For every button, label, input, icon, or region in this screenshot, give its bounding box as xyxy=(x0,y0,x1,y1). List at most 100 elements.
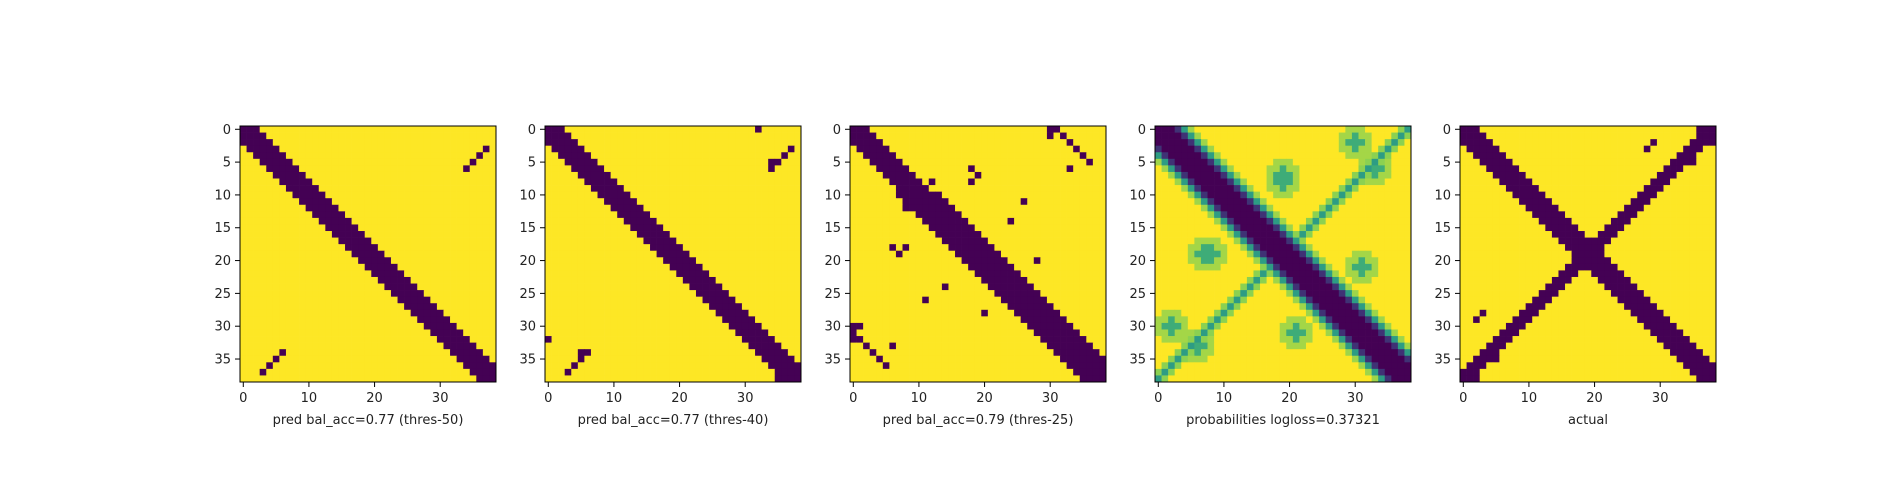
heatmap-cell xyxy=(1046,283,1054,291)
heatmap-cell xyxy=(545,263,552,271)
heatmap-cell xyxy=(318,349,326,357)
heatmap-cell xyxy=(456,263,464,271)
heatmap-cell xyxy=(856,145,864,153)
heatmap-cell xyxy=(423,224,431,232)
heatmap-cell xyxy=(889,231,897,238)
heatmap-cell xyxy=(650,283,657,291)
heatmap-cell xyxy=(741,336,749,343)
heatmap-cell xyxy=(895,309,903,317)
heatmap-cell xyxy=(604,211,611,219)
heatmap-cell xyxy=(955,204,962,212)
heatmap-cell xyxy=(1338,165,1346,173)
heatmap-cell xyxy=(246,231,254,238)
heatmap-cell xyxy=(253,342,261,350)
heatmap-cell xyxy=(656,283,664,291)
heatmap-cell xyxy=(663,165,671,173)
heatmap-cell xyxy=(345,237,352,245)
heatmap-cell xyxy=(558,336,566,343)
heatmap-cell xyxy=(748,349,756,357)
heatmap-cell xyxy=(1000,270,1008,278)
heatmap-cell xyxy=(299,171,306,179)
heatmap-cell xyxy=(292,178,300,186)
heatmap-cell xyxy=(285,126,293,133)
heatmap-cell xyxy=(1099,224,1107,232)
heatmap-cell xyxy=(279,126,287,133)
heatmap-cell xyxy=(1397,132,1405,140)
heatmap-cell xyxy=(358,316,366,324)
heatmap-cell xyxy=(476,139,484,147)
heatmap-cell xyxy=(709,224,717,232)
heatmap-cell xyxy=(702,165,710,173)
heatmap-cell xyxy=(623,322,631,330)
heatmap-cell xyxy=(423,368,431,376)
heatmap-cell xyxy=(1007,375,1015,383)
heatmap-cell xyxy=(994,355,1002,363)
heatmap-cell xyxy=(636,250,644,258)
heatmap-cell xyxy=(682,231,690,238)
heatmap-cell xyxy=(1007,211,1015,219)
heatmap-cell xyxy=(371,198,379,206)
heatmap-cell xyxy=(469,329,477,337)
heatmap-cell xyxy=(741,211,749,219)
heatmap-cell xyxy=(469,237,477,245)
heatmap-cell xyxy=(299,362,306,370)
heatmap-cell xyxy=(1007,349,1015,357)
heatmap-cell xyxy=(1292,158,1300,166)
heatmap-cell xyxy=(787,355,795,363)
heatmap-cell xyxy=(941,244,949,252)
heatmap-cell xyxy=(650,231,657,238)
heatmap-cell xyxy=(610,329,618,337)
heatmap-cell xyxy=(869,375,877,383)
heatmap-cell xyxy=(1358,139,1366,147)
heatmap-cell xyxy=(279,368,287,376)
heatmap-cell xyxy=(636,270,644,278)
heatmap-cell xyxy=(1092,145,1100,153)
heatmap-cell xyxy=(768,276,776,284)
heatmap-cell xyxy=(630,355,638,363)
heatmap-cell xyxy=(781,349,789,357)
heatmap-cell xyxy=(1020,342,1028,350)
heatmap-cell xyxy=(702,316,710,324)
heatmap-cell xyxy=(1266,145,1274,153)
heatmap-cell xyxy=(1086,309,1094,317)
heatmap-cell xyxy=(1384,178,1392,186)
heatmap-cell xyxy=(1007,355,1015,363)
heatmap-cell xyxy=(617,283,625,291)
heatmap-cell xyxy=(272,165,280,173)
heatmap-cell xyxy=(476,316,484,324)
heatmap-cell xyxy=(948,244,956,252)
heatmap-cell xyxy=(1040,191,1048,199)
heatmap-cell xyxy=(1014,139,1022,147)
heatmap-cell xyxy=(410,191,418,199)
heatmap-cell xyxy=(1027,270,1035,278)
heatmap-cell xyxy=(577,211,585,219)
heatmap-cell xyxy=(266,191,274,199)
heatmap-cell xyxy=(351,342,359,350)
heatmap-cell xyxy=(650,263,657,271)
heatmap-cell xyxy=(371,276,379,284)
heatmap-cell xyxy=(351,145,359,153)
heatmap-cell xyxy=(1046,316,1054,324)
heatmap-cell xyxy=(882,283,890,291)
heatmap-cell xyxy=(1092,276,1100,284)
heatmap-cell xyxy=(663,296,671,304)
heatmap-cell xyxy=(974,224,982,232)
heatmap-cell xyxy=(935,244,943,252)
heatmap-cell xyxy=(968,349,976,357)
heatmap-cell xyxy=(417,276,425,284)
heatmap-cell xyxy=(1007,250,1015,258)
heatmap-cell xyxy=(643,250,651,258)
heatmap-cell xyxy=(1279,126,1287,133)
heatmap-cell xyxy=(889,191,897,199)
heatmap-cell xyxy=(1073,362,1081,370)
heatmap-cell xyxy=(1220,158,1228,166)
heatmap-cell xyxy=(590,322,598,330)
heatmap-cell xyxy=(482,362,490,370)
heatmap-cell xyxy=(430,309,438,317)
heatmap-cell xyxy=(715,257,723,265)
heatmap-cell xyxy=(371,152,379,160)
heatmap-cell xyxy=(430,329,438,337)
heatmap-cell xyxy=(909,257,916,265)
heatmap-cell xyxy=(623,231,631,238)
heatmap-cell xyxy=(292,309,300,317)
